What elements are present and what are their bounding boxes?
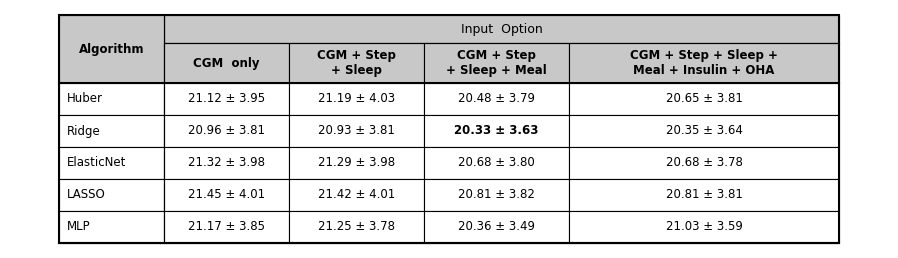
Text: Ridge: Ridge	[67, 125, 101, 138]
Text: 21.42 ± 4.01: 21.42 ± 4.01	[318, 189, 395, 201]
Bar	[59, 15, 164, 83]
Bar	[569, 115, 839, 147]
Bar	[289, 43, 424, 83]
Text: 21.12 ± 3.95: 21.12 ± 3.95	[188, 93, 265, 106]
Text: 20.81 ± 3.82: 20.81 ± 3.82	[458, 189, 535, 201]
Bar	[59, 211, 164, 243]
Text: 21.32 ± 3.98: 21.32 ± 3.98	[188, 157, 265, 170]
Text: LASSO: LASSO	[67, 189, 106, 201]
Bar	[164, 147, 289, 179]
Bar	[424, 83, 569, 115]
Bar	[289, 147, 424, 179]
Bar	[164, 179, 289, 211]
Text: MLP: MLP	[67, 221, 91, 233]
Bar	[569, 179, 839, 211]
Text: 20.48 ± 3.79: 20.48 ± 3.79	[458, 93, 535, 106]
Text: 20.35 ± 3.64: 20.35 ± 3.64	[665, 125, 743, 138]
Text: 21.29 ± 3.98: 21.29 ± 3.98	[318, 157, 395, 170]
Bar	[424, 179, 569, 211]
Text: 21.17 ± 3.85: 21.17 ± 3.85	[188, 221, 265, 233]
Text: 21.03 ± 3.59: 21.03 ± 3.59	[665, 221, 743, 233]
Bar	[569, 211, 839, 243]
Bar	[164, 83, 289, 115]
Bar	[164, 211, 289, 243]
Bar	[569, 83, 839, 115]
Text: CGM + Step
+ Sleep + Meal: CGM + Step + Sleep + Meal	[446, 49, 547, 77]
Bar	[164, 115, 289, 147]
Bar	[569, 147, 839, 179]
Bar	[424, 43, 569, 83]
Bar	[59, 15, 839, 243]
Text: Input  Option: Input Option	[461, 22, 542, 36]
Text: 20.81 ± 3.81: 20.81 ± 3.81	[665, 189, 743, 201]
Text: ElasticNet: ElasticNet	[67, 157, 127, 170]
Bar	[424, 211, 569, 243]
Text: 21.19 ± 4.03: 21.19 ± 4.03	[318, 93, 395, 106]
Text: Huber: Huber	[67, 93, 103, 106]
Bar	[424, 115, 569, 147]
Text: 21.45 ± 4.01: 21.45 ± 4.01	[188, 189, 265, 201]
Text: 20.68 ± 3.78: 20.68 ± 3.78	[665, 157, 743, 170]
Bar	[424, 147, 569, 179]
Bar	[289, 115, 424, 147]
Text: 20.33 ± 3.63: 20.33 ± 3.63	[454, 125, 539, 138]
Bar	[59, 115, 164, 147]
Bar	[289, 83, 424, 115]
Bar	[289, 211, 424, 243]
Text: CGM + Step
+ Sleep: CGM + Step + Sleep	[317, 49, 396, 77]
Text: 20.65 ± 3.81: 20.65 ± 3.81	[665, 93, 743, 106]
Text: CGM + Step + Sleep +
Meal + Insulin + OHA: CGM + Step + Sleep + Meal + Insulin + OH…	[630, 49, 778, 77]
Text: CGM  only: CGM only	[193, 57, 260, 69]
Text: Algorithm: Algorithm	[79, 43, 145, 55]
Bar	[59, 83, 164, 115]
Text: 20.96 ± 3.81: 20.96 ± 3.81	[188, 125, 265, 138]
Text: 20.36 ± 3.49: 20.36 ± 3.49	[458, 221, 535, 233]
Text: 20.68 ± 3.80: 20.68 ± 3.80	[458, 157, 535, 170]
Bar	[569, 43, 839, 83]
Bar	[59, 147, 164, 179]
Bar	[289, 179, 424, 211]
Bar	[59, 179, 164, 211]
Bar	[164, 15, 839, 43]
Text: 20.93 ± 3.81: 20.93 ± 3.81	[318, 125, 395, 138]
Bar	[164, 43, 289, 83]
Text: 21.25 ± 3.78: 21.25 ± 3.78	[318, 221, 395, 233]
